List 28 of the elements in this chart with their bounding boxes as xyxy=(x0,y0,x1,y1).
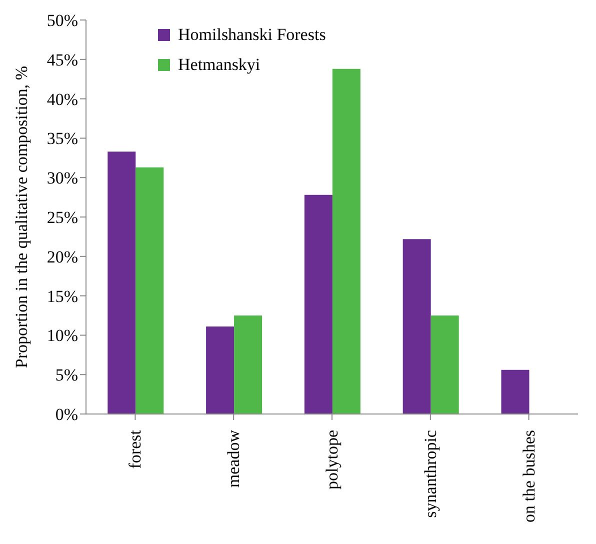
bar xyxy=(501,370,530,414)
x-tick-label: meadow xyxy=(224,429,244,488)
bar xyxy=(304,194,332,414)
x-tick-label: forest xyxy=(126,430,145,469)
y-tick-label: 35% xyxy=(46,129,78,148)
bar xyxy=(136,167,164,414)
y-tick-label: 0% xyxy=(55,405,78,424)
y-tick-label: 30% xyxy=(46,168,78,188)
bar xyxy=(430,316,459,414)
legend-label: Hetmanskyi xyxy=(178,54,260,76)
y-tick-label: 40% xyxy=(46,90,78,109)
x-tick-label: synanthropic xyxy=(420,430,440,518)
bar xyxy=(402,239,431,414)
x-tick-label: on the bushes xyxy=(519,430,538,523)
bar xyxy=(108,152,136,414)
y-tick-label: 20% xyxy=(46,247,78,266)
legend-label: Homilshanski Forests xyxy=(178,24,326,46)
y-tick-label: 50% xyxy=(46,11,78,30)
y-tick-label: 15% xyxy=(46,286,78,306)
x-tick-label: polytope xyxy=(322,430,342,490)
y-tick-label: 5% xyxy=(55,366,78,385)
y-tick-label: 45% xyxy=(46,50,78,70)
bar xyxy=(332,68,360,414)
y-tick-label: 10% xyxy=(46,326,78,346)
y-axis-title: Proportion in the qualitative composition, % xyxy=(12,66,32,368)
bar xyxy=(234,316,262,414)
bar xyxy=(206,326,234,414)
y-tick-label: 25% xyxy=(46,208,78,228)
